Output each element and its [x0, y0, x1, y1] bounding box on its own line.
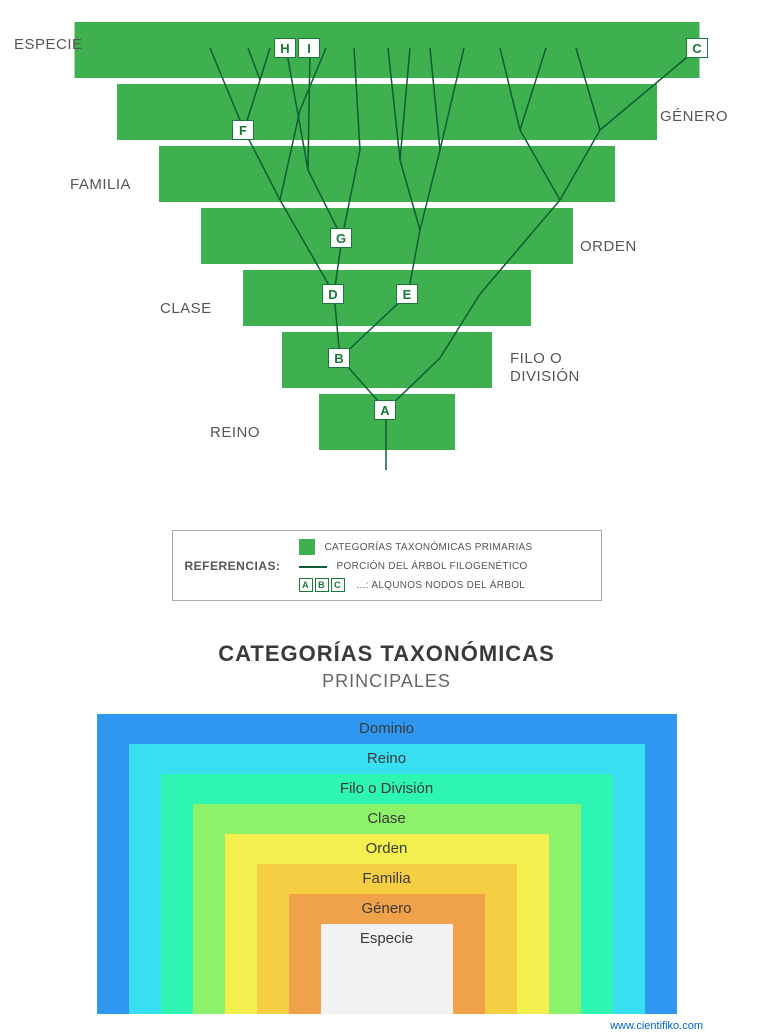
- taxonomy-label: REINO: [210, 424, 260, 441]
- tree-node: B: [328, 348, 350, 368]
- tree-node: A: [374, 400, 396, 420]
- taxonomy-label: GÉNERO: [660, 108, 728, 125]
- legend-mini-node: A: [299, 578, 313, 592]
- nested-category-label: Orden: [225, 840, 549, 857]
- legend-mini-nodes: ABC: [299, 578, 347, 592]
- legend-row-categories: CATEGORÍAS TAXONÓMICAS PRIMARIAS: [299, 539, 589, 555]
- tree-node: G: [330, 228, 352, 248]
- nested-categories-section: CATEGORÍAS TAXONÓMICAS PRINCIPALES Domin…: [0, 641, 773, 1014]
- nested-category-label: Especie: [321, 930, 453, 947]
- legend: REFERENCIAS: CATEGORÍAS TAXONÓMICAS PRIM…: [172, 530, 602, 601]
- credit: www.cientifiko.com: [0, 1020, 773, 1032]
- tree-node: H: [274, 38, 296, 58]
- taxonomy-label: ESPECIE: [14, 36, 83, 53]
- legend-items: CATEGORÍAS TAXONÓMICAS PRIMARIAS PORCIÓN…: [299, 539, 589, 592]
- pyramid-level: [74, 22, 699, 78]
- legend-text: ...: ALQUNOS NODOS DEL ÁRBOL: [357, 580, 526, 591]
- tree-node: E: [396, 284, 418, 304]
- nested-category-label: Reino: [129, 750, 645, 767]
- legend-mini-node: B: [315, 578, 329, 592]
- tree-node: D: [322, 284, 344, 304]
- legend-text: PORCIÓN DEL ÁRBOL FILOGENÉTICO: [337, 561, 528, 572]
- taxonomy-label: FILO ODIVISIÓN: [510, 350, 580, 386]
- nested-category-box: Especie: [321, 924, 453, 1014]
- nested-boxes: Dominio Reino Filo o División Clase Orden Fam…: [97, 714, 677, 1014]
- pyramid-level: [201, 208, 573, 264]
- tree-node: I: [298, 38, 320, 58]
- pyramid-level: [282, 332, 492, 388]
- taxonomy-label: FAMILIA: [70, 176, 131, 193]
- section-subtitle: PRINCIPALES: [0, 671, 773, 692]
- nested-category-label: Filo o División: [161, 780, 613, 797]
- pyramid-level: [159, 146, 615, 202]
- legend-title: REFERENCIAS:: [185, 559, 281, 573]
- nested-category-label: Familia: [257, 870, 517, 887]
- nested-category-label: Género: [289, 900, 485, 917]
- credit-link[interactable]: www.cientifiko.com: [610, 1020, 703, 1032]
- legend-swatch-icon: [299, 539, 315, 555]
- taxonomy-label: CLASE: [160, 300, 212, 317]
- pyramid-level: [243, 270, 531, 326]
- legend-row-tree: PORCIÓN DEL ÁRBOL FILOGENÉTICO: [299, 561, 589, 572]
- nested-category-label: Clase: [193, 810, 581, 827]
- nested-category-label: Dominio: [97, 720, 677, 737]
- tree-node: F: [232, 120, 254, 140]
- taxonomy-pyramid-diagram: ESPECIE GÉNERO FAMILIA ORDEN CLASE FILO ODIVI…: [0, 0, 773, 520]
- pyramid-level: [117, 84, 657, 140]
- section-title: CATEGORÍAS TAXONÓMICAS: [0, 641, 773, 667]
- legend-line-icon: [299, 566, 327, 568]
- tree-node: C: [686, 38, 708, 58]
- taxonomy-label: ORDEN: [580, 238, 637, 255]
- legend-text: CATEGORÍAS TAXONÓMICAS PRIMARIAS: [325, 542, 533, 553]
- legend-mini-node: C: [331, 578, 345, 592]
- legend-row-nodes: ABC ...: ALQUNOS NODOS DEL ÁRBOL: [299, 578, 589, 592]
